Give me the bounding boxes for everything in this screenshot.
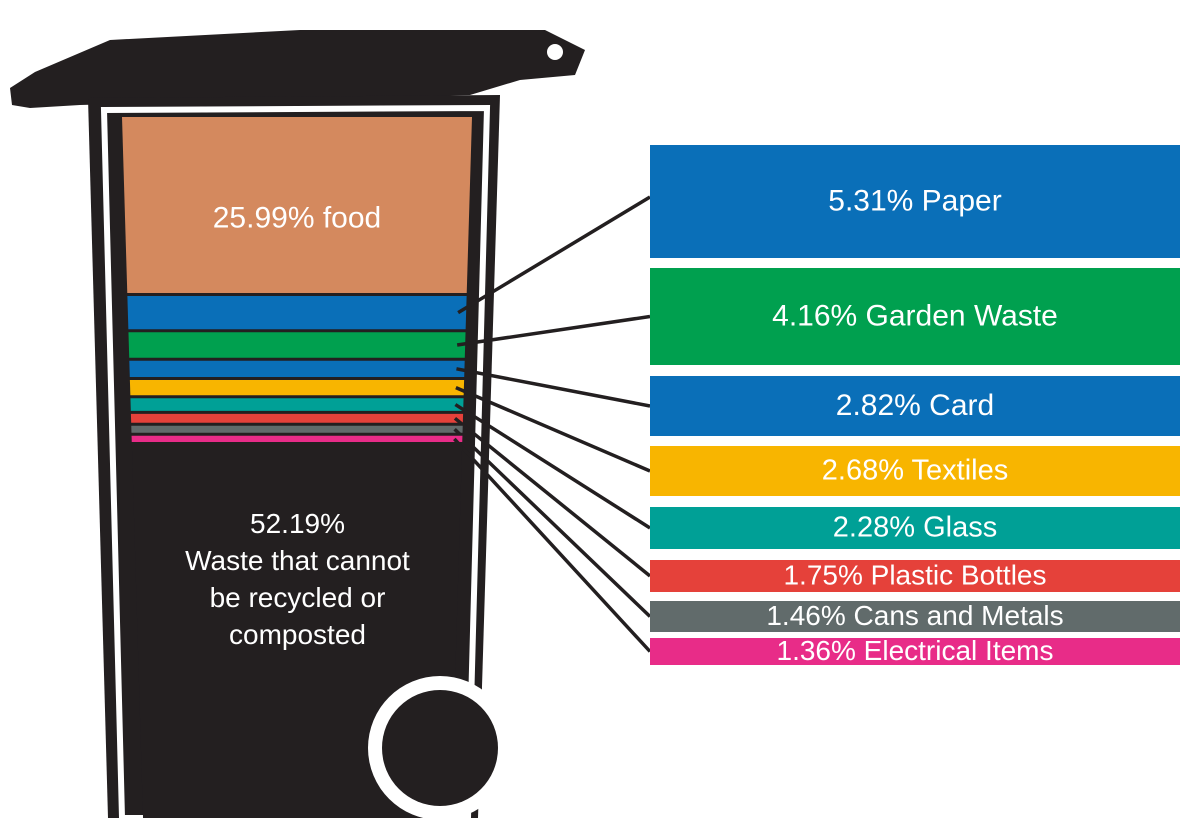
segment-label: 25.99% food [213,202,381,235]
bin-segment [130,398,464,411]
bin-segment [127,296,467,330]
label-box [650,446,1180,496]
bin-segment [122,117,472,294]
bin-segment [129,379,465,396]
label-box [650,145,1180,258]
leader-line [453,416,652,578]
bin-segment [128,332,466,358]
bin-segment [131,425,463,433]
leader-line [455,385,651,473]
label-box [650,376,1180,436]
wheel [382,690,498,806]
box-label: 1.46% Cans and Metals [766,600,1063,631]
leader-line [453,437,652,653]
label-box [650,601,1180,632]
label-box [650,638,1180,665]
bin-segment [131,435,463,443]
box-label: 2.68% Textiles [822,455,1008,487]
bin-segment [129,360,465,377]
box-label: 5.31% Paper [828,184,1001,217]
label-box [650,560,1180,592]
box-label: 2.82% Card [836,389,994,422]
label-box [650,268,1180,365]
lid-hinge [547,44,563,60]
bin-lid [10,30,585,108]
bin-segment [130,413,464,423]
leader-line [453,428,652,618]
residual-label: 52.19% Waste that cannot be recycled or … [185,508,410,650]
box-label: 1.75% Plastic Bottles [783,559,1046,590]
bin-border [100,104,491,818]
box-label: 4.16% Garden Waste [772,299,1058,332]
label-box [650,507,1180,549]
box-label: 1.36% Electrical Items [777,635,1054,666]
leader-line [454,403,651,530]
leader-line [456,367,651,408]
leader-line [457,195,651,315]
box-label: 2.28% Glass [833,512,997,544]
leader-line [456,314,651,347]
